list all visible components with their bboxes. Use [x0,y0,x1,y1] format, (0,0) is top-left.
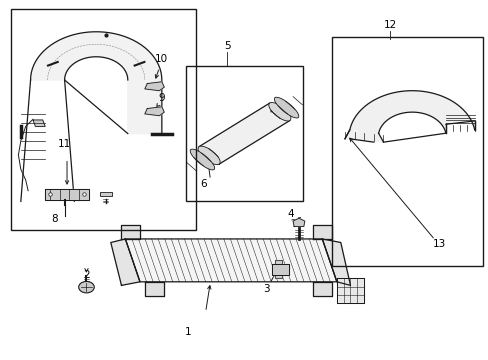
Text: 9: 9 [158,93,165,103]
Bar [11,9,196,230]
Polygon shape [33,120,45,126]
Polygon shape [272,264,288,275]
Text: 8: 8 [51,214,58,224]
Text: 4: 4 [287,209,293,219]
Polygon shape [312,282,331,296]
Text: 11: 11 [58,139,71,149]
Text: 13: 13 [431,239,445,249]
Bar [186,66,302,202]
Polygon shape [144,107,164,116]
Polygon shape [274,260,282,264]
Text: 6: 6 [200,179,206,189]
Ellipse shape [198,146,220,165]
Text: 3: 3 [263,284,269,294]
Text: 10: 10 [155,54,168,64]
Polygon shape [144,282,164,296]
Polygon shape [336,278,363,303]
Text: 7: 7 [269,104,275,113]
FancyBboxPatch shape [100,192,112,197]
Ellipse shape [274,97,298,118]
Polygon shape [344,91,474,142]
Polygon shape [312,225,331,239]
Ellipse shape [268,103,290,121]
Polygon shape [120,225,140,239]
Polygon shape [292,218,304,226]
Bar [331,37,482,266]
Polygon shape [45,189,89,200]
Text: 2: 2 [83,270,90,280]
Polygon shape [322,239,350,285]
Text: 12: 12 [383,19,396,30]
Polygon shape [111,239,140,285]
Text: 5: 5 [224,41,230,51]
Polygon shape [144,82,164,91]
Text: 1: 1 [185,327,191,337]
Circle shape [79,282,94,293]
Ellipse shape [190,149,214,170]
Polygon shape [274,275,282,278]
Polygon shape [125,239,336,282]
Polygon shape [30,32,162,134]
Polygon shape [199,103,289,164]
